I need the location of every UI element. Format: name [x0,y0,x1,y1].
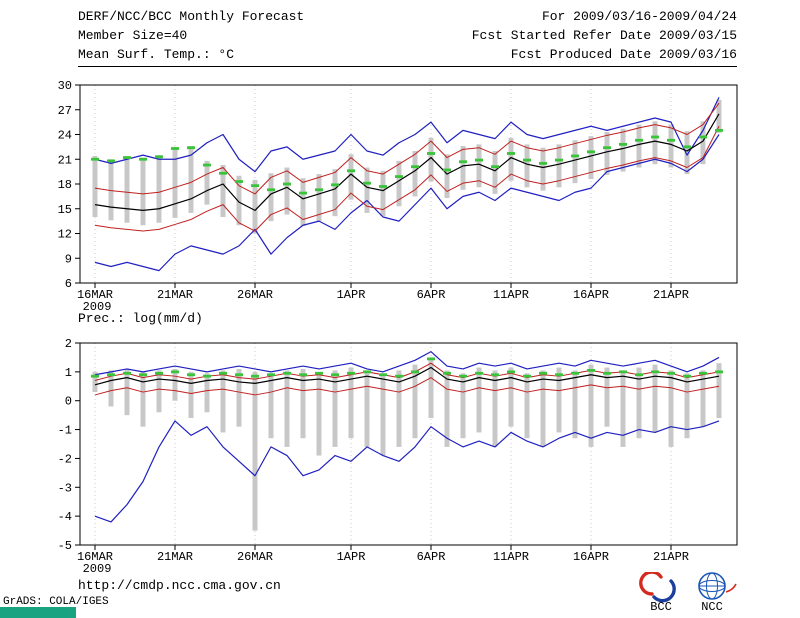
x-tick-label: 16APR [573,550,609,564]
prec-chart-title: Prec.: log(mm/d) [78,311,203,326]
series-ensemble-max [94,351,720,376]
x-tick-label: 6APR [417,288,446,302]
y-tick-label: 0 [65,395,72,409]
ensemble-spread-bars [92,99,722,234]
y-tick-label: -2 [58,452,72,466]
y-tick-label: -1 [58,424,72,438]
series-observation [91,357,723,378]
x-tick-label: 21MAR [157,288,193,302]
x-tick-label: 26MAR [237,288,273,302]
x-tick-label: 16MAR [77,288,113,302]
series-upper-quartile [94,102,720,195]
series-ensemble-max [94,97,720,173]
fcst-start-date-label: Fcst Started Refer Date 2009/03/15 [471,28,737,43]
y-axis-ticks: 2 1 0 -1 -2 -3 -4 -5 [58,337,80,553]
y-tick-label: 15 [58,203,72,217]
plot-frame [79,84,738,284]
y-tick-label: 21 [58,153,72,167]
y-tick-label: 2 [65,337,72,351]
x-tick-label: 21APR [653,550,689,564]
y-tick-label: 1 [65,366,72,380]
y-axis-ticks: 30 27 24 21 18 15 12 9 6 [58,79,80,291]
plot-frame [79,342,738,546]
series-ensemble-min [94,420,720,523]
grads-credit: GrADS: COLA/IGES [3,596,109,608]
grads-color-bar [0,607,76,618]
series-lower-quartile [94,126,720,232]
temp-chart-title: Mean Surf. Temp.: °C [78,47,235,62]
bcc-logo-label: BCC [650,600,672,612]
website-url-link[interactable]: http://cmdp.ncc.cma.gov.cn [78,578,281,593]
y-tick-label: -3 [58,481,72,495]
y-tick-label: 24 [58,129,72,143]
x-tick-label: 11APR [493,288,529,302]
series-ensemble-mean [94,366,720,386]
x-tick-label: 21MAR [157,550,193,564]
x-axis-ticks: 16MAR 21MAR 26MAR 1APR 6APR 11APR 16APR 21APR [77,283,689,302]
mean-surface-temperature-plot: 16MAR 21MAR 26MAR 1APR 6APR 11APR 16APR 21APR 20… [58,79,738,314]
series-ensemble-min [94,134,720,272]
precipitation-plot: 16MAR 21MAR 26MAR 1APR 6APR 11APR 16APR 21APR20… [58,337,738,576]
ncc-logo-icon: NCC [698,572,737,612]
x-tick-label: 21APR [653,288,689,302]
x-tick-label: 1APR [337,550,366,564]
series-upper-quartile [94,362,720,381]
series-lower-quartile [94,377,720,396]
forecast-range-label: For 2009/03/16-2009/04/24 [541,9,737,24]
x-tick-label: 16APR [573,288,609,302]
ncc-logo-label: NCC [701,600,723,612]
x-tick-label: 6APR [417,550,446,564]
x-tick-label: 11APR [493,550,529,564]
page-title: DERF/NCC/BCC Monthly Forecast [78,9,305,24]
y-tick-label: -5 [58,539,72,553]
y-tick-label: 27 [58,104,72,118]
temperature-chart: 16MAR 21MAR 26MAR 1APR 6APR 11APR 16APR 21APR 20… [0,78,800,333]
x-tick-label: 1APR [337,288,366,302]
x-axis-year-label: 2009 [83,300,112,314]
y-tick-label: 12 [58,228,72,242]
precipitation-chart: 16MAR 21MAR 26MAR 1APR 6APR 11APR 16APR 21APR 20… [0,328,800,583]
y-tick-label: -4 [58,510,72,524]
y-tick-label: 6 [65,277,72,291]
x-axis-ticks: 16MAR 21MAR 26MAR 1APR 6APR 11APR 16APR 21APR [77,545,689,564]
y-tick-label: 9 [65,252,72,266]
series-observation [91,128,723,195]
bcc-logo-icon: BCC [639,572,676,612]
ensemble-spread-bars [92,357,722,531]
member-size-label: Member Size=40 [78,28,188,43]
gridlines [94,85,672,283]
x-tick-label: 16MAR [77,550,113,564]
y-tick-label: 30 [58,79,72,93]
x-tick-label: 26MAR [237,550,273,564]
header-divider [78,66,737,67]
y-tick-label: 18 [58,178,72,192]
series-ensemble-mean [94,113,720,211]
fcst-produced-date-label: Fcst Produced Date 2009/03/16 [510,47,737,62]
x-axis-year-label: 2009 [83,562,112,576]
